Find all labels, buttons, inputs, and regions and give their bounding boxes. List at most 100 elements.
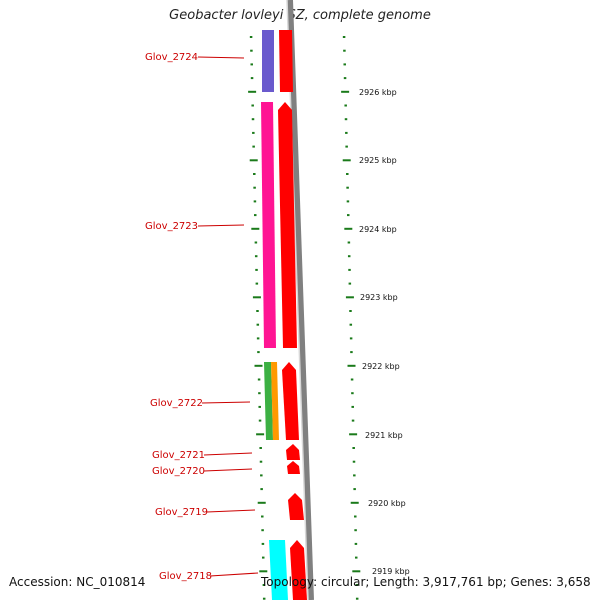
inner-minor-tick bbox=[260, 474, 263, 477]
inner-minor-tick bbox=[254, 241, 258, 244]
inner-major-tick bbox=[256, 433, 265, 436]
gene-label-glov-2718[interactable]: Glov_2718 bbox=[159, 571, 212, 582]
inner-minor-tick bbox=[261, 529, 264, 532]
inner-major-tick bbox=[249, 159, 258, 162]
scale-minor-tick bbox=[342, 36, 346, 38]
scale-minor-tick bbox=[346, 173, 349, 175]
scale-minor-tick bbox=[354, 529, 357, 532]
scale-major-tick bbox=[342, 159, 351, 162]
inner-major-tick bbox=[252, 296, 261, 299]
scale-minor-tick bbox=[346, 186, 349, 189]
leader-line-glov-2722 bbox=[201, 401, 251, 404]
scale-minor-tick bbox=[355, 597, 359, 600]
scale-label-2925: 2925 kbp bbox=[359, 156, 397, 165]
inner-minor-tick bbox=[252, 145, 255, 148]
gene-bar-glov-2724-cog[interactable] bbox=[262, 30, 274, 92]
scale-major-tick bbox=[349, 433, 358, 436]
gene-arrow-glov-2718[interactable] bbox=[290, 540, 307, 600]
inner-minor-tick bbox=[252, 131, 255, 134]
inner-minor-tick bbox=[251, 104, 254, 107]
scale-major-tick bbox=[350, 501, 359, 504]
inner-tick-column bbox=[248, 36, 268, 600]
gene-bar-glov-2723-cog[interactable] bbox=[261, 102, 276, 348]
gene-arrow-glov-2723[interactable] bbox=[278, 102, 297, 348]
gene-arrow-glov-2719[interactable] bbox=[288, 493, 304, 520]
accession-text: Accession: NC_010814 bbox=[9, 575, 146, 589]
inner-minor-tick bbox=[257, 378, 261, 381]
scale-label-2923: 2923 kbp bbox=[360, 293, 398, 302]
scale-minor-tick bbox=[346, 200, 350, 203]
scale-minor-tick bbox=[353, 488, 356, 491]
scale-minor-tick bbox=[349, 323, 353, 326]
inner-major-tick bbox=[254, 364, 263, 367]
scale-minor-tick bbox=[345, 145, 348, 148]
scale-minor-tick bbox=[348, 268, 351, 271]
scale-minor-tick bbox=[351, 405, 354, 408]
leader-line-glov-2721 bbox=[203, 452, 253, 456]
genome-summary-text: Topology: circular; Length: 3,917,761 bp… bbox=[261, 575, 591, 589]
inner-minor-tick bbox=[261, 542, 265, 545]
scale-minor-tick bbox=[347, 255, 351, 258]
inner-minor-tick bbox=[256, 310, 259, 312]
inner-minor-tick bbox=[251, 118, 255, 121]
inner-minor-tick bbox=[262, 597, 266, 600]
scale-major-tick bbox=[347, 364, 356, 367]
gene-bar-glov-2722-cog-a[interactable] bbox=[264, 362, 273, 440]
scale-minor-tick bbox=[343, 77, 347, 80]
genome-backbone bbox=[287, 0, 314, 600]
inner-minor-tick bbox=[259, 447, 262, 449]
scale-tick-column bbox=[341, 36, 361, 600]
scale-minor-tick bbox=[346, 214, 350, 217]
scale-label-2926: 2926 kbp bbox=[359, 88, 397, 97]
inner-minor-tick bbox=[256, 337, 260, 340]
gene-label-glov-2721[interactable]: Glov_2721 bbox=[152, 450, 205, 461]
inner-minor-tick bbox=[261, 515, 264, 518]
scale-minor-tick bbox=[344, 118, 348, 121]
inner-minor-tick bbox=[260, 488, 263, 491]
scale-minor-tick bbox=[354, 515, 357, 518]
inner-minor-tick bbox=[261, 556, 265, 559]
inner-minor-tick bbox=[262, 584, 266, 586]
gene-arrow-glov-2721[interactable] bbox=[286, 444, 300, 460]
gene-label-glov-2722[interactable]: Glov_2722 bbox=[150, 398, 203, 409]
leader-line-glov-2718 bbox=[209, 572, 259, 577]
inner-minor-tick bbox=[250, 63, 253, 66]
inner-minor-tick bbox=[254, 255, 258, 258]
gene-label-glov-2720[interactable]: Glov_2720 bbox=[152, 466, 205, 477]
scale-minor-tick bbox=[352, 460, 356, 463]
inner-minor-tick bbox=[249, 36, 253, 38]
inner-minor-tick bbox=[258, 405, 261, 408]
leader-line-glov-2720 bbox=[203, 468, 253, 472]
inner-major-tick bbox=[251, 227, 260, 230]
scale-minor-tick bbox=[345, 131, 348, 134]
gene-label-glov-2724[interactable]: Glov_2724 bbox=[145, 52, 198, 63]
inner-minor-tick bbox=[258, 392, 261, 395]
gene-label-glov-2719[interactable]: Glov_2719 bbox=[155, 507, 208, 518]
inner-minor-tick bbox=[253, 200, 257, 203]
gene-arrow-glov-2722[interactable] bbox=[282, 362, 299, 440]
scale-minor-tick bbox=[349, 337, 353, 340]
scale-label-2919: 2919 kbp bbox=[372, 567, 410, 576]
gene-arrow-glov-2720[interactable] bbox=[287, 461, 300, 474]
gene-bar-glov-2722-cog-b[interactable] bbox=[271, 362, 279, 440]
inner-minor-tick bbox=[258, 419, 262, 422]
scale-minor-tick bbox=[343, 63, 346, 66]
scale-major-tick bbox=[352, 570, 361, 573]
gene-bar-glov-2718-cog[interactable] bbox=[269, 540, 288, 600]
scale-minor-tick bbox=[349, 310, 352, 312]
scale-minor-tick bbox=[343, 49, 346, 52]
scale-minor-tick bbox=[344, 104, 347, 107]
inner-minor-tick bbox=[250, 49, 253, 52]
scale-minor-tick bbox=[351, 419, 355, 422]
scale-label-2924: 2924 kbp bbox=[359, 225, 397, 234]
scale-minor-tick bbox=[354, 556, 358, 559]
leader-line-glov-2723 bbox=[197, 224, 245, 227]
inner-minor-tick bbox=[256, 323, 260, 326]
inner-major-tick bbox=[248, 90, 257, 93]
leader-line-glov-2724 bbox=[197, 56, 245, 59]
scale-minor-tick bbox=[355, 584, 359, 586]
gene-arrow-glov-2724[interactable] bbox=[279, 30, 293, 92]
gene-label-glov-2723[interactable]: Glov_2723 bbox=[145, 221, 198, 232]
inner-minor-tick bbox=[253, 186, 256, 189]
